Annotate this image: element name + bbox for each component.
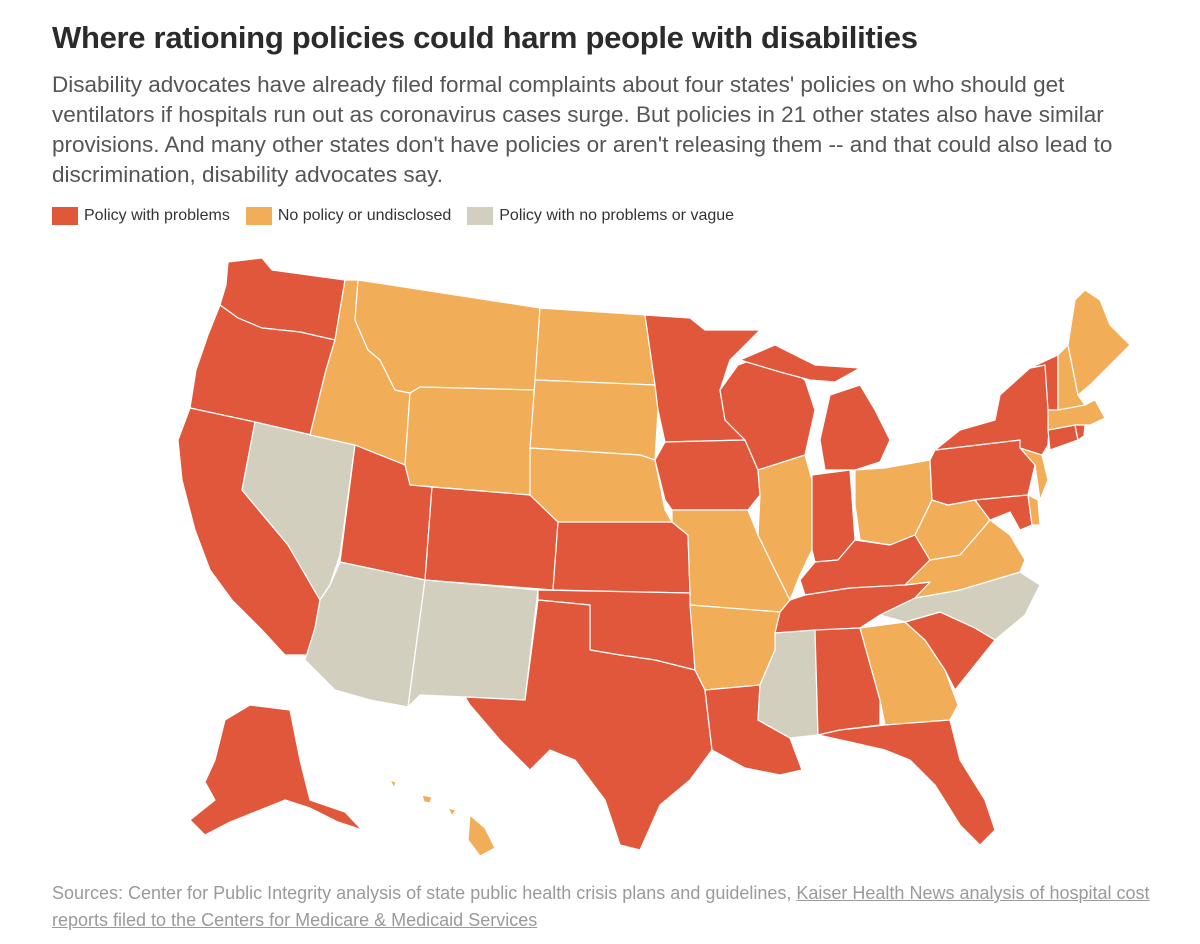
- state-ny[interactable]: [934, 364, 1051, 456]
- state-ks[interactable]: [552, 521, 691, 594]
- state-hi[interactable]: [389, 779, 496, 857]
- state-wy[interactable]: [404, 386, 536, 496]
- state-me[interactable]: [1067, 289, 1131, 396]
- state-de[interactable]: [1027, 494, 1041, 526]
- sources-prefix: Sources: Center for Public Integrity ana…: [52, 883, 797, 903]
- state-ma[interactable]: [1047, 399, 1106, 431]
- legend-item-none: No policy or undisclosed: [245, 207, 452, 225]
- legend-label-problems: Policy with problems: [84, 207, 230, 224]
- state-fl[interactable]: [817, 719, 996, 846]
- state-nm[interactable]: [407, 579, 539, 708]
- page-title: Where rationing policies could harm peop…: [52, 20, 918, 55]
- state-nd[interactable]: [534, 307, 656, 386]
- state-il[interactable]: [757, 454, 813, 601]
- sources-link[interactable]: Kaiser Health News analysis of hospital …: [52, 883, 1150, 930]
- state-vt[interactable]: [1029, 354, 1059, 411]
- legend-label-ok: Policy with no problems or vague: [499, 207, 735, 224]
- legend-swatch-none: [245, 207, 272, 225]
- state-ak[interactable]: [189, 704, 363, 836]
- subtitle: Disability advocates have already filed …: [52, 72, 1113, 187]
- state-tx[interactable]: [464, 599, 713, 851]
- legend-swatch-problems: [52, 207, 78, 225]
- legend-label-none: No policy or undisclosed: [277, 207, 452, 224]
- state-ne[interactable]: [529, 447, 673, 523]
- us-map: [177, 257, 1131, 857]
- legend-swatch-ok: [467, 207, 494, 225]
- legend-item-problems: Policy with problems: [52, 207, 230, 225]
- state-mi[interactable]: [739, 344, 891, 471]
- state-nh[interactable]: [1057, 344, 1086, 411]
- state-ia[interactable]: [654, 439, 761, 511]
- state-sd[interactable]: [529, 379, 659, 461]
- sources: Sources: Center for Public Integrity ana…: [52, 880, 1152, 934]
- legend-item-ok: Policy with no problems or vague: [467, 207, 734, 225]
- legend: Policy with problems No policy or undisc…: [52, 207, 750, 225]
